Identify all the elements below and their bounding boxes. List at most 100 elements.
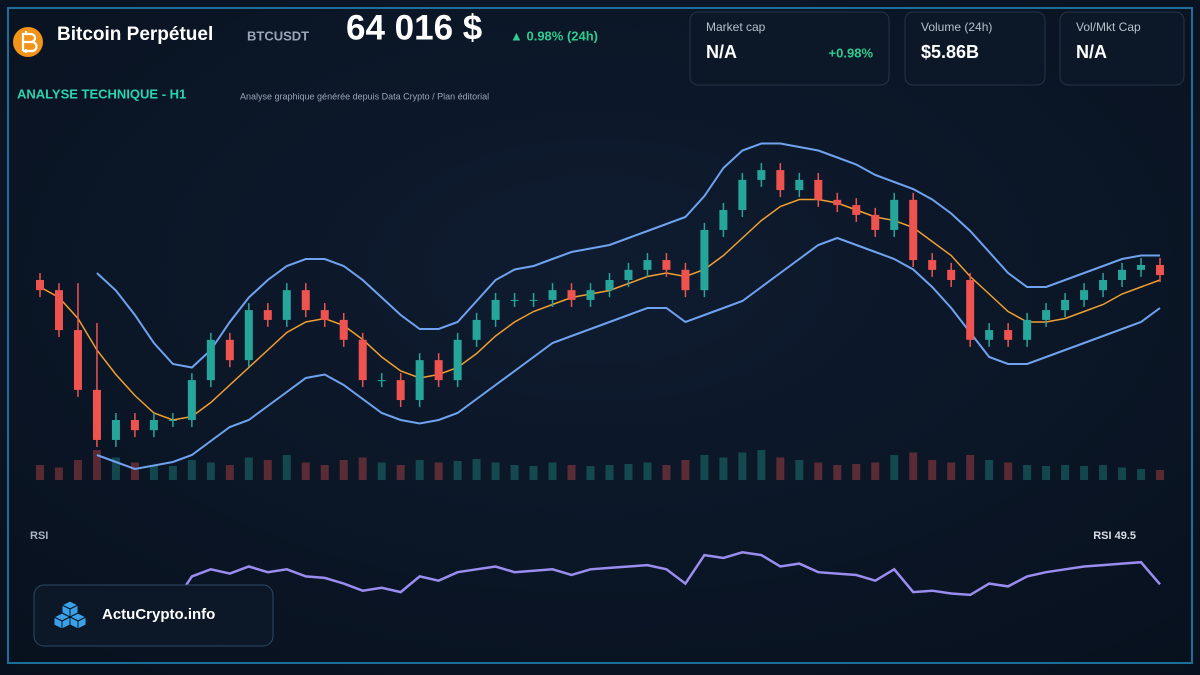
candle-body	[358, 339, 367, 381]
volume-bar	[738, 452, 747, 480]
candle-body	[1137, 264, 1146, 270]
candle-body	[662, 260, 671, 270]
volume-bar	[36, 465, 44, 480]
volume-bar	[643, 462, 652, 480]
volume-bar	[985, 460, 994, 480]
volume-bar	[396, 465, 405, 480]
candle-body	[187, 380, 196, 420]
card-label: Vol/Mkt Cap	[1076, 20, 1141, 34]
volume-bar	[339, 460, 348, 480]
candle-body	[1118, 269, 1127, 280]
candle-body	[966, 280, 975, 340]
candle-body	[605, 280, 614, 291]
volume-bar	[1137, 469, 1146, 480]
volume-bar	[757, 450, 766, 480]
card	[689, 11, 890, 86]
price-change: ▲ 0.98% (24h)	[510, 28, 598, 43]
volume-bar	[282, 455, 291, 480]
volume-bar	[320, 465, 329, 480]
volume-bar	[529, 466, 538, 480]
candle-body	[1004, 330, 1013, 340]
volume-bar	[776, 457, 785, 480]
card	[1059, 11, 1185, 86]
volume-bar	[719, 457, 728, 480]
volume-bar	[814, 462, 823, 480]
card-value: N/A	[1076, 42, 1107, 62]
volume-bar	[548, 462, 557, 480]
candle-body	[73, 330, 82, 390]
candle-body	[529, 299, 538, 301]
volume-bar	[1061, 465, 1070, 480]
candle-body	[643, 260, 652, 270]
volume-bar	[662, 465, 671, 480]
candle-body	[1061, 299, 1070, 311]
volume-bar	[206, 462, 215, 480]
rsi-line	[39, 551, 1161, 614]
card-label: Market cap	[706, 20, 766, 34]
candle-body	[776, 170, 785, 191]
lower-band	[96, 236, 1161, 471]
chart	[36, 142, 1164, 614]
section-title: ANALYSE TECHNIQUE - H1	[17, 86, 186, 101]
candle-body	[795, 179, 804, 191]
card-volume: Volume (24h) $5.86B	[904, 11, 1046, 86]
card-value: $5.86B	[921, 42, 979, 62]
volume-bar	[1042, 466, 1051, 480]
volume-bar	[453, 461, 462, 480]
card-label: Volume (24h)	[921, 20, 992, 34]
volume-bar	[871, 462, 880, 480]
candle-body	[130, 420, 139, 431]
candle-body	[1080, 290, 1089, 300]
candle-body	[700, 229, 709, 291]
card-market-cap: Market cap N/A +0.98%	[689, 11, 890, 86]
candle-body	[1099, 280, 1108, 291]
volume-bar	[928, 460, 937, 480]
volume-bar	[510, 465, 519, 480]
price: 64 016 $	[346, 8, 482, 47]
brand-box: ActuCrypto.info	[33, 584, 274, 647]
volume-bar	[1099, 465, 1108, 480]
candle-body	[111, 420, 120, 440]
candle-body	[719, 210, 728, 230]
candle-body	[738, 179, 747, 210]
candle-body	[985, 330, 994, 340]
candle-body	[149, 420, 158, 431]
volume-bar	[966, 455, 975, 480]
candle-body	[814, 179, 823, 200]
candle-body	[92, 389, 101, 440]
volume-bar	[947, 462, 956, 480]
volume-bar	[244, 457, 253, 480]
volume-bar	[1118, 467, 1127, 480]
volume-bar	[909, 452, 918, 480]
volume-bar	[92, 450, 101, 480]
volume-bar	[73, 460, 82, 480]
candle-body	[567, 290, 576, 300]
volume-bar	[890, 455, 899, 480]
candle-body	[263, 310, 272, 320]
volume-bar	[1004, 462, 1013, 480]
volume-bar	[187, 460, 196, 480]
candle-body	[1156, 264, 1164, 276]
candle-body	[339, 319, 348, 340]
card	[904, 11, 1046, 86]
symbol: BTCUSDT	[247, 28, 309, 43]
card-change: +0.98%	[829, 45, 874, 60]
volume-bar	[1023, 465, 1032, 480]
volume-bar	[624, 464, 633, 480]
candle-body	[833, 199, 842, 206]
volume-bar	[681, 460, 690, 480]
candle-body	[928, 260, 937, 270]
candle-body	[909, 199, 918, 261]
volume-bar	[377, 462, 386, 480]
candle-body	[320, 310, 329, 320]
card-value: N/A	[706, 42, 737, 62]
volume-bar	[415, 460, 424, 480]
volume-bar	[605, 465, 614, 480]
volume-bar	[567, 465, 576, 480]
section-subtitle: Analyse graphique générée depuis Data Cr…	[240, 91, 489, 101]
candle-body	[168, 420, 177, 421]
volume-bar	[1080, 466, 1089, 480]
candle-body	[415, 360, 424, 401]
candle-body	[871, 214, 880, 230]
volume-bar	[54, 467, 63, 480]
